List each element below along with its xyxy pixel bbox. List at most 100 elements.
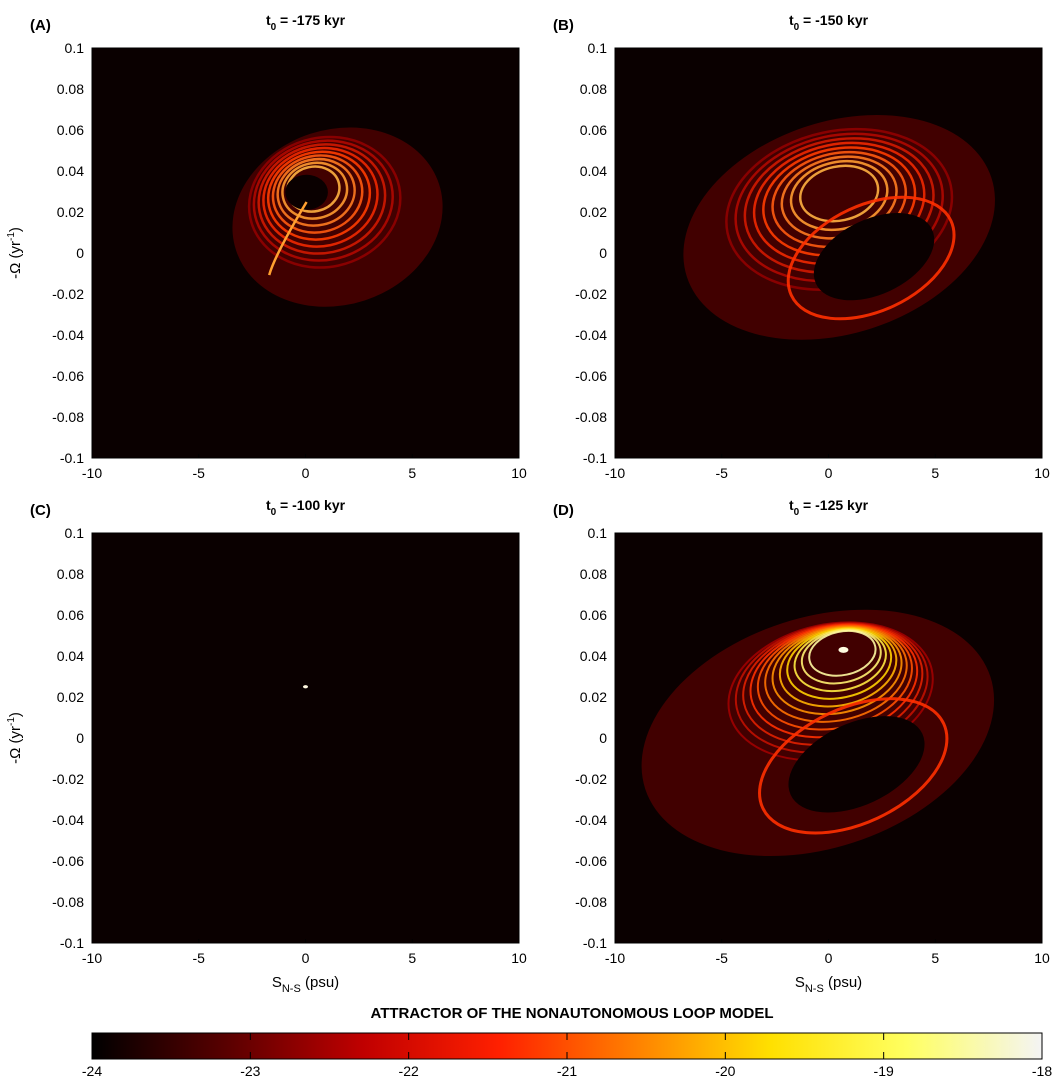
y-tick-label: -0.1 [60,935,84,951]
y-tick-label: -0.06 [575,853,607,869]
attractor-void [813,213,935,301]
y-tick-label: -0.06 [575,368,607,384]
x-tick-label: 10 [1034,950,1050,966]
x-tick-label: 10 [511,950,527,966]
colorbar-tick-label: -19 [874,1063,894,1079]
panel-title: t0 = -150 kyr [789,12,869,33]
y-tick-label: -0.06 [52,853,84,869]
y-tick-label: 0.02 [57,204,84,220]
attractor-orbit [808,629,877,677]
y-tick-label: -0.08 [52,409,84,425]
y-tick-label: 0 [76,245,84,261]
x-tick-label: 0 [302,950,310,966]
attractor-density [683,114,995,340]
y-tick-label: 0 [76,730,84,746]
y-tick-label: 0.06 [580,607,607,623]
y-tick-label: -0.04 [575,327,607,343]
y-tick-label: -0.08 [575,894,607,910]
x-axis-label: SN-S (psu) [795,974,862,995]
x-tick-label: -5 [716,465,729,481]
attractor-orbit [271,154,364,234]
panel-label: (D) [553,502,574,519]
y-tick-label: -0.1 [583,935,607,951]
x-tick-label: 10 [1034,465,1050,481]
y-tick-label: -0.1 [583,450,607,466]
panel-title: t0 = -125 kyr [789,497,869,518]
x-tick-label: 5 [408,950,416,966]
y-axis-label: -Ω (yr-1) [6,227,24,279]
spiral-core [838,646,849,653]
y-tick-label: 0.02 [580,689,607,705]
y-tick-label: -0.04 [575,812,607,828]
x-tick-label: 0 [302,465,310,481]
attractor-density [641,609,995,857]
attractor-void [788,716,925,813]
panel-1: 0.1 0.08 0.06 0.04 0.02 0 -0.02 -0.04 -0.06 -0.08… [6,12,527,481]
attractor-orbit [262,146,379,248]
attractor-filament [267,201,308,276]
attractor-density [232,127,443,307]
y-tick-label: -0.02 [575,771,607,787]
y-tick-label: -0.04 [52,327,84,343]
attractor-density [303,685,308,689]
attractor-orbit [257,143,387,255]
panel-title: t0 = -100 kyr [266,497,346,518]
y-tick-label: 0.08 [580,566,607,582]
y-tick-label: -0.04 [52,812,84,828]
y-tick-label: 0.1 [65,525,85,541]
panel-4: 0.1 0.08 0.06 0.04 0.02 0 -0.02 -0.04 -0.06 -0.08… [553,497,1050,995]
y-tick-label: 0.06 [580,122,607,138]
colorbar-tick-label: -23 [240,1063,260,1079]
panel-3: 0.1 0.08 0.06 0.04 0.02 0 -0.02 -0.04 -0.06 -0.08… [6,497,527,995]
colorbar-tick-label: -22 [399,1063,419,1079]
attractor-orbit [252,139,394,262]
x-tick-label: -10 [605,950,625,966]
colorbar-tick-label: -21 [557,1063,577,1079]
attractor-lower-loop [758,697,949,835]
attractor-orbit [281,161,349,220]
y-tick-label: 0.04 [580,163,607,179]
y-tick-label: 0.1 [588,525,608,541]
y-tick-label: 0.02 [580,204,607,220]
x-tick-label: 10 [511,465,527,481]
attractor-orbit [276,157,356,227]
colorbar-ticks: -24 -23 -22 -21 -20 -19 -18 [82,1033,1052,1079]
y-tick-label: -0.08 [575,409,607,425]
x-tick-label: -5 [193,465,206,481]
y-tick-label: -0.02 [575,286,607,302]
colorbar-tick-label: -20 [715,1063,735,1079]
attractor-orbit [799,164,880,223]
colorbar-tick-label: -18 [1032,1063,1052,1079]
y-tick-label: -0.06 [52,368,84,384]
colorbar-tick-label: -24 [82,1063,102,1079]
x-tick-label: -5 [716,950,729,966]
y-tick-label: 0.04 [57,163,84,179]
panel-title: t0 = -175 kyr [266,12,346,33]
y-axis-label: -Ω (yr-1) [6,712,24,764]
x-tick-label: 5 [931,465,939,481]
y-tick-label: -0.02 [52,286,84,302]
panel-label: (A) [30,17,51,34]
attractor-orbit [247,135,402,269]
attractor-orbit [789,159,889,231]
colorbar: ATTRACTOR OF THE NONAUTONOMOUS LOOP MODE… [82,1005,1052,1079]
fixed-point [303,685,308,689]
attractor-halo [232,127,443,307]
y-tick-label: 0.1 [588,40,608,56]
y-tick-label: -0.02 [52,771,84,787]
panel-label: (B) [553,17,574,34]
x-tick-label: 5 [408,465,416,481]
y-tick-label: 0.06 [57,607,84,623]
panel-label: (C) [30,502,51,519]
x-tick-label: -10 [605,465,625,481]
y-tick-label: 0.08 [580,81,607,97]
attractor-void [285,174,328,210]
x-tick-label: 5 [931,950,939,966]
colorbar-title: ATTRACTOR OF THE NONAUTONOMOUS LOOP MODE… [370,1005,773,1022]
y-tick-label: 0.02 [57,689,84,705]
y-tick-label: 0.04 [57,648,84,664]
y-tick-label: 0.08 [57,81,84,97]
y-tick-label: 0.04 [580,648,607,664]
attractor-orbit [266,150,372,241]
